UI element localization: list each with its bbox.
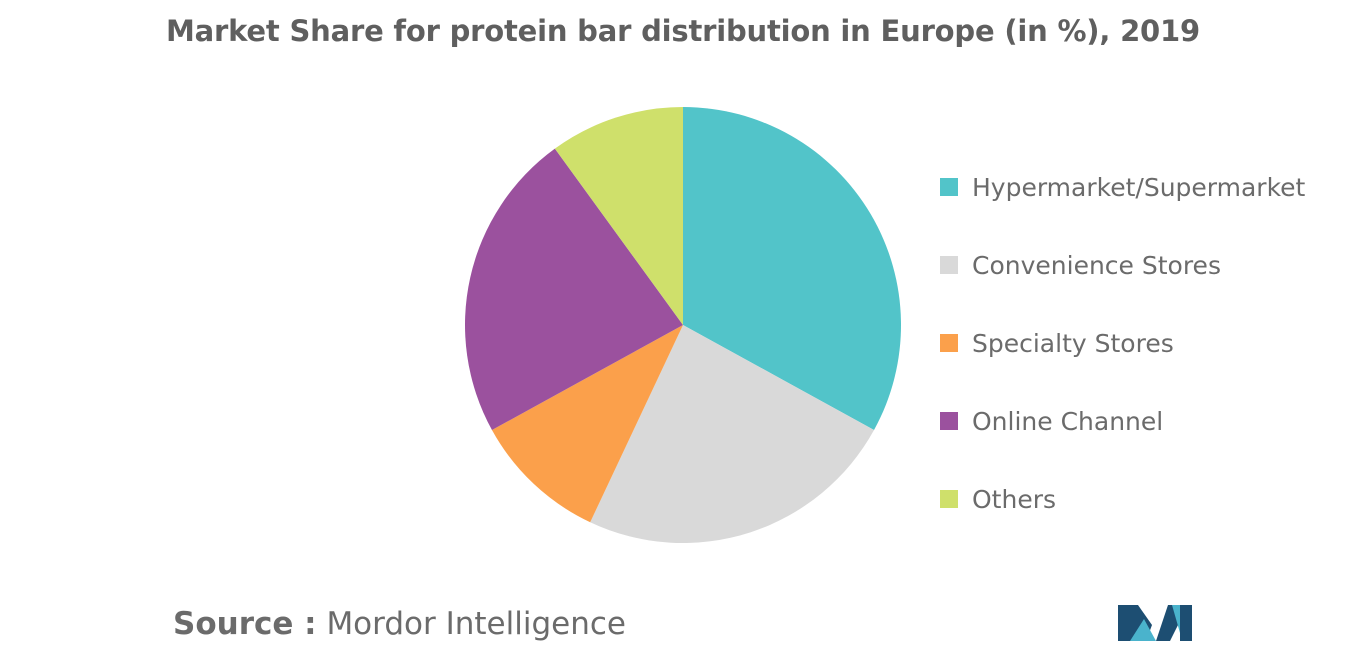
logo-shape-right	[1156, 605, 1192, 641]
source-line: Source : Mordor Intelligence	[173, 606, 626, 642]
chart-legend: Hypermarket/Supermarket Convenience Store…	[940, 148, 1305, 538]
legend-swatch	[940, 178, 958, 196]
legend-swatch	[940, 412, 958, 430]
source-prefix: Source :	[173, 606, 317, 642]
legend-item: Online Channel	[940, 382, 1305, 460]
logo-shape-accent	[1172, 605, 1180, 633]
pie-slice-specialty-stores	[491, 325, 683, 523]
legend-label: Others	[972, 484, 1057, 514]
legend-item: Specialty Stores	[940, 304, 1305, 382]
pie-slice-hypermarket-supermarket	[683, 107, 901, 431]
legend-label: Specialty Stores	[972, 328, 1174, 358]
chart-title: Market Share for protein bar distributio…	[166, 14, 1200, 48]
pie-slice-online-channel	[464, 148, 683, 431]
legend-item: Convenience Stores	[940, 226, 1305, 304]
legend-label: Convenience Stores	[972, 250, 1221, 280]
legend-swatch	[940, 256, 958, 274]
legend-item: Others	[940, 460, 1305, 538]
legend-swatch	[940, 490, 958, 508]
legend-label: Hypermarket/Supermarket	[972, 172, 1306, 202]
pie-slice-others	[554, 107, 683, 325]
legend-item: Hypermarket/Supermarket	[940, 148, 1305, 226]
source-name: Mordor Intelligence	[326, 606, 626, 642]
legend-swatch	[940, 334, 958, 352]
pie-slice-convenience-stores	[590, 325, 875, 543]
logo-shape-mid	[1130, 619, 1156, 641]
mordor-intelligence-logo-icon	[1118, 605, 1192, 641]
legend-label: Online Channel	[972, 406, 1164, 436]
